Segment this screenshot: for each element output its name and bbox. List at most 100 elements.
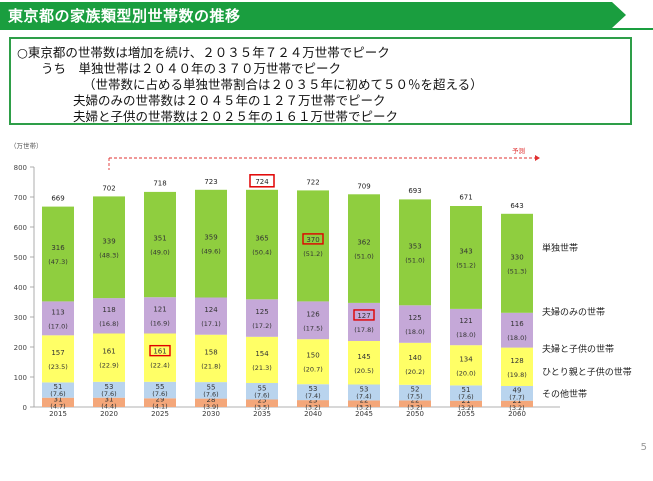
value-label-single_parent-2040: 53 <box>309 385 318 393</box>
pct-label-single_parent-2055: (7.6) <box>458 393 473 401</box>
pct-label-other-2055: (3.2) <box>458 404 473 412</box>
highlight-box-total-2035 <box>249 174 275 188</box>
pct-label-single_parent-2035: (7.6) <box>254 391 269 399</box>
value-label-couple-2035: 125 <box>255 308 268 316</box>
bar-single-2025 <box>144 191 176 298</box>
pct-label-other-2045: (3.2) <box>356 404 371 412</box>
bar-single_parent-2045 <box>348 384 380 401</box>
x-tick-label-2015: 2015 <box>49 410 67 418</box>
pct-label-single_parent-2020: (7.6) <box>101 390 116 398</box>
y-tick-label: 500 <box>14 254 27 262</box>
pct-label-single_parent-2025: (7.6) <box>152 390 167 398</box>
bar-single_parent-2015 <box>42 382 74 398</box>
value-label-single-2060: 330 <box>510 253 523 261</box>
bar-couple-2045 <box>348 302 380 341</box>
bar-couple-2015 <box>42 301 74 336</box>
bar-single-2045 <box>348 194 380 303</box>
title-arrow <box>612 2 626 28</box>
value-label-single-2035: 365 <box>255 235 268 243</box>
value-label-couple-2040: 126 <box>306 310 320 318</box>
total-label-2040: 722 <box>306 178 319 186</box>
value-label-couple_child-2020: 161 <box>102 348 115 356</box>
value-label-couple_child-2030: 158 <box>204 348 217 356</box>
legend-other: その他世帯 <box>542 388 587 400</box>
value-label-single_parent-2015: 51 <box>54 383 63 391</box>
pct-label-couple_child-2020: (22.9) <box>99 362 119 370</box>
x-tick-label-2020: 2020 <box>100 410 118 418</box>
value-label-other-2040: 23 <box>309 397 318 405</box>
pct-label-couple_child-2030: (21.8) <box>201 362 221 370</box>
legend-single_parent: ひとり親と子供の世帯 <box>542 366 632 378</box>
value-label-single_parent-2035: 55 <box>258 384 267 392</box>
pct-label-other-2040: (3.2) <box>305 404 320 412</box>
y-tick-label: 100 <box>14 374 27 382</box>
value-label-other-2055: 21 <box>462 397 471 405</box>
total-label-2035: 724 <box>255 178 269 186</box>
pct-label-single-2040: (51.2) <box>303 250 323 258</box>
pct-label-single_parent-2015: (7.6) <box>50 390 65 398</box>
pct-label-couple-2015: (17.0) <box>48 322 68 330</box>
legend-single: 単独世帯 <box>542 242 578 254</box>
pct-label-couple_child-2040: (20.7) <box>303 366 323 374</box>
page-title: 東京都の家族類型別世帯数の推移 <box>8 7 241 25</box>
value-label-couple_child-2060: 128 <box>510 357 523 365</box>
bar-single-2030 <box>195 189 227 298</box>
value-label-couple_child-2050: 140 <box>408 354 421 362</box>
value-label-single_parent-2030: 55 <box>207 383 216 391</box>
highlight-box-couple-2045 <box>353 309 375 321</box>
legend-couple_child: 夫婦と子供の世帯 <box>542 343 614 355</box>
bar-single_parent-2060 <box>501 386 533 401</box>
value-label-single_parent-2060: 49 <box>513 386 522 394</box>
summary-line-single: うち 単独世帯は２０４０年の３７０万世帯でピーク <box>41 61 342 76</box>
pct-label-couple_child-2045: (20.5) <box>354 367 374 375</box>
highlight-box-single-2040 <box>302 233 324 245</box>
bar-single-2040 <box>297 190 329 302</box>
bar-couple_child-2040 <box>297 339 329 385</box>
y-tick-label: 400 <box>14 284 27 292</box>
pct-label-couple_child-2050: (20.2) <box>405 368 425 376</box>
x-tick-label-2035: 2035 <box>253 410 271 418</box>
x-tick-label-2050: 2050 <box>406 410 424 418</box>
y-tick-label: 300 <box>14 314 27 322</box>
value-label-other-2015: 31 <box>54 395 63 403</box>
bar-other-2040 <box>297 400 329 407</box>
value-label-single_parent-2045: 53 <box>360 385 369 393</box>
bar-other-2060 <box>501 400 533 407</box>
bar-single-2020 <box>93 196 125 299</box>
bar-single-2035 <box>246 189 278 300</box>
value-label-single-2015: 316 <box>51 244 65 252</box>
x-tick-label-2045: 2045 <box>355 410 373 418</box>
forecast-arrow <box>535 155 540 161</box>
bar-single-2015 <box>42 206 74 302</box>
bar-couple-2060 <box>501 312 533 348</box>
household-chart: （万世帯）0100200300400500600700800予測31(4.7)5… <box>10 141 632 418</box>
total-label-2020: 702 <box>102 184 115 192</box>
pct-label-single-2025: (49.0) <box>150 249 170 257</box>
bar-other-2055 <box>450 400 482 407</box>
bar-single_parent-2050 <box>399 384 431 401</box>
bar-couple_child-2055 <box>450 345 482 386</box>
bar-other-2015 <box>42 397 74 407</box>
bar-couple_child-2045 <box>348 341 380 385</box>
total-label-2030: 723 <box>204 178 217 186</box>
bar-couple_child-2035 <box>246 336 278 383</box>
highlight-box-couple_child-2025 <box>149 344 171 357</box>
value-label-other-2020: 31 <box>105 395 114 403</box>
total-label-2015: 669 <box>51 194 64 202</box>
total-label-2025: 718 <box>153 180 166 188</box>
value-label-other-2060: 21 <box>513 397 522 405</box>
bar-couple_child-2020 <box>93 333 125 382</box>
bar-other-2050 <box>399 400 431 407</box>
value-label-couple-2045: 127 <box>357 312 370 320</box>
value-label-other-2035: 25 <box>258 396 267 404</box>
summary-line-couple: 夫婦のみの世帯数は２０４５年の１２７万世帯でピーク <box>73 93 386 108</box>
pct-label-single-2020: (48.3) <box>99 251 119 259</box>
pct-label-single_parent-2050: (7.5) <box>407 393 422 401</box>
pct-label-couple-2055: (18.0) <box>456 331 476 339</box>
page-number: 5 <box>640 442 647 453</box>
bar-couple-2040 <box>297 301 329 340</box>
value-label-couple_child-2035: 154 <box>255 350 269 358</box>
value-label-couple-2020: 118 <box>102 306 115 314</box>
value-label-single-2025: 351 <box>153 235 166 243</box>
pct-label-single-2045: (51.0) <box>354 253 374 261</box>
